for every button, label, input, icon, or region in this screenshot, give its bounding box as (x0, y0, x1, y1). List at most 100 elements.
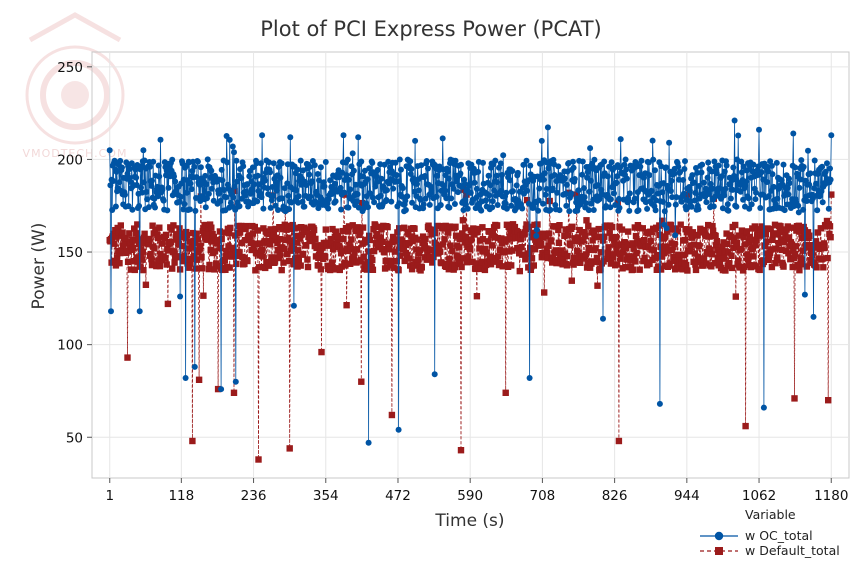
data-point (147, 163, 154, 170)
data-point (637, 163, 644, 170)
data-point (163, 261, 170, 268)
data-point (725, 260, 733, 267)
data-point (586, 246, 593, 253)
data-point (139, 256, 146, 263)
data-point (630, 245, 637, 252)
data-point (152, 204, 158, 211)
data-point (322, 253, 329, 261)
data-point (563, 262, 571, 269)
data-point (410, 175, 417, 182)
data-point (604, 173, 611, 180)
data-point (684, 267, 691, 274)
data-point (385, 240, 392, 247)
data-point (787, 256, 794, 263)
data-point (621, 161, 628, 168)
data-point (284, 222, 291, 230)
data-point (273, 234, 280, 241)
data-point (724, 201, 731, 208)
y-tick-label: 250 (57, 60, 83, 76)
data-point (667, 222, 675, 229)
data-point (675, 251, 683, 258)
data-point (707, 246, 714, 254)
data-point (438, 259, 445, 267)
data-point (750, 161, 757, 168)
data-point (457, 170, 464, 177)
data-point (414, 262, 421, 269)
data-point (278, 160, 285, 167)
data-point (590, 207, 597, 213)
data-point (523, 157, 530, 164)
data-point (391, 248, 399, 255)
data-point (550, 223, 558, 230)
data-point (546, 197, 553, 205)
x-tick-label: 590 (457, 488, 483, 504)
data-point (266, 241, 274, 248)
data-point (660, 198, 666, 205)
data-point (535, 207, 542, 214)
data-point (286, 206, 293, 213)
data-point (487, 253, 494, 260)
data-point (248, 187, 255, 193)
data-point (169, 156, 176, 163)
data-point (400, 224, 408, 231)
data-point (813, 180, 819, 187)
data-point (332, 265, 339, 272)
watermark-core (61, 81, 89, 109)
data-point (689, 229, 697, 236)
data-point (686, 248, 694, 255)
data-point (426, 253, 433, 261)
data-point (238, 175, 245, 182)
data-point (388, 258, 395, 265)
data-point (186, 206, 193, 213)
data-point (356, 228, 364, 235)
data-point (132, 230, 140, 237)
data-point (346, 176, 352, 183)
data-point (667, 188, 674, 194)
data-point (411, 225, 418, 232)
data-point (582, 232, 589, 240)
data-point (133, 254, 140, 261)
data-point (795, 209, 802, 216)
data-point (803, 198, 810, 204)
data-point (203, 181, 210, 188)
data-point (647, 237, 654, 245)
data-point (508, 262, 515, 269)
data-point (265, 262, 273, 269)
data-point (482, 245, 489, 253)
data-point (820, 264, 827, 271)
data-point (204, 156, 211, 163)
data-point (788, 241, 796, 248)
data-point (124, 354, 131, 361)
data-point (581, 194, 588, 201)
data-point (716, 185, 723, 192)
data-point (290, 302, 297, 309)
data-point (526, 375, 533, 381)
data-point (255, 456, 262, 463)
data-point (828, 191, 835, 198)
data-point (671, 240, 678, 248)
data-point (249, 164, 256, 171)
data-point (568, 277, 575, 284)
data-point (129, 206, 136, 213)
data-point (124, 258, 132, 265)
data-point (704, 250, 711, 257)
data-point (611, 190, 617, 197)
data-point (217, 197, 224, 204)
data-point (555, 226, 562, 234)
data-point (821, 244, 828, 252)
data-point (608, 159, 615, 166)
data-point (218, 386, 225, 393)
data-point (425, 165, 431, 172)
data-point (696, 183, 703, 189)
data-point (429, 247, 437, 254)
data-point (420, 201, 427, 208)
data-point (315, 205, 322, 212)
data-point (683, 261, 690, 269)
data-point (531, 246, 539, 253)
data-point (593, 254, 601, 262)
data-point (686, 226, 693, 233)
data-point (444, 168, 451, 175)
x-tick-label: 708 (530, 488, 556, 504)
data-point (396, 156, 403, 163)
data-point (540, 200, 546, 207)
